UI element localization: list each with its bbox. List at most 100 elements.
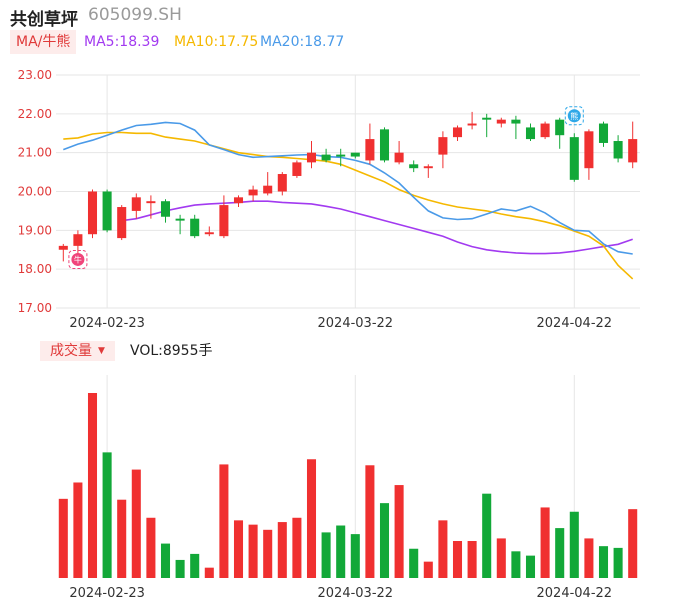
volume-bar [336,525,346,578]
ma10-line [63,131,634,280]
volume-bar [131,469,141,578]
stock-code: 605099.SH [88,5,182,25]
date-tick-label: 2024-04-22 [537,316,613,331]
candle-body [540,123,550,138]
volume-bar [511,551,521,578]
candle-body [160,201,171,217]
signal-marker-frame [68,249,88,269]
signal-marker-label: 熊 [570,111,578,121]
volume-bar [379,503,390,578]
volume-bar [160,543,171,578]
volume-bar [146,517,156,578]
candle-body [131,197,141,211]
volume-bar [321,532,331,578]
price-tick-label: 19.00 [18,223,52,237]
ma5-line [121,200,633,255]
candle-body [350,152,360,157]
candle-body [496,119,506,124]
date-tick-label: 2024-04-22 [537,586,613,601]
candle-body [292,162,302,176]
volume-bar [423,561,433,578]
candle-body [190,218,200,237]
signal-marker-dot [567,109,581,123]
volume-bar [365,465,375,578]
candle-body [409,164,419,169]
signal-marker-label: 牛 [74,254,82,264]
candle-body [336,154,346,157]
candle-body [584,131,594,169]
volume-indicator-selector[interactable]: 成交量 ▼ [40,341,115,361]
candle-body [58,245,68,250]
date-tick-label: 2024-03-22 [318,586,394,601]
volume-bar [73,482,83,578]
candle-body [423,166,433,169]
volume-bar [584,538,594,578]
volume-bar [628,509,638,578]
candle-body [277,174,287,192]
candle-body [321,154,331,161]
volume-bar [292,517,302,578]
price-tick-label: 18.00 [18,262,52,276]
candle-body [365,139,375,161]
candle-body [394,152,404,163]
volume-bar [263,529,273,578]
price-tick-label: 22.00 [18,107,52,121]
candle-body [467,123,477,126]
candle-body [525,127,536,140]
volume-bar [482,493,492,578]
caret-down-icon: ▼ [98,346,105,356]
ma20-line [63,121,633,255]
candle-body [438,137,448,155]
candle-body [628,139,638,163]
volume-bar [438,520,448,578]
volume-bar [350,534,360,578]
candle-body [175,218,185,221]
volume-bar [467,541,477,578]
volume-bar [102,452,112,578]
volume-bar [117,499,127,578]
signal-marker-frame [564,106,584,126]
candle-body [263,185,273,194]
volume-bar [496,538,506,578]
candle-body [613,141,623,159]
date-tick-label: 2024-02-23 [69,586,145,601]
volume-bar [277,522,287,578]
candle-body [511,119,521,124]
volume-bar [248,524,258,578]
candle-body [379,129,390,161]
candle-body [146,201,156,204]
ma10-legend: MA10:17.75 [174,34,259,50]
price-tick-label: 17.00 [18,301,52,315]
volume-bar [175,559,185,578]
volume-bar [613,547,623,578]
signal-marker-dot [71,252,85,266]
ma5-legend: MA5:18.39 [84,34,160,50]
volume-bar [598,546,609,578]
candle-body [233,197,244,204]
candle-body [569,137,579,180]
candle-body [87,191,98,235]
candle-body [306,152,317,163]
candle-body [555,119,565,136]
volume-bar [409,548,419,578]
ma20-legend: MA20:18.77 [260,34,345,50]
volume-bar [555,528,565,578]
volume-badge-label: 成交量 [50,343,92,359]
volume-value: VOL:8955手 [130,343,213,359]
volume-bar [452,541,463,578]
candle-body [598,123,609,143]
date-tick-label: 2024-02-23 [69,316,145,331]
ma-indicator-selector[interactable]: MA/牛熊 [10,30,77,54]
candle-body [117,207,127,239]
volume-bar [394,485,404,578]
candle-body [73,234,83,246]
volume-bar [569,511,579,578]
candle-body [482,117,492,120]
volume-bar [204,567,214,578]
candle-body [204,232,214,235]
price-tick-label: 20.00 [18,185,52,199]
volume-bar [306,459,317,578]
stock-name: 共创草坪 [10,10,78,30]
price-tick-label: 21.00 [18,146,52,160]
